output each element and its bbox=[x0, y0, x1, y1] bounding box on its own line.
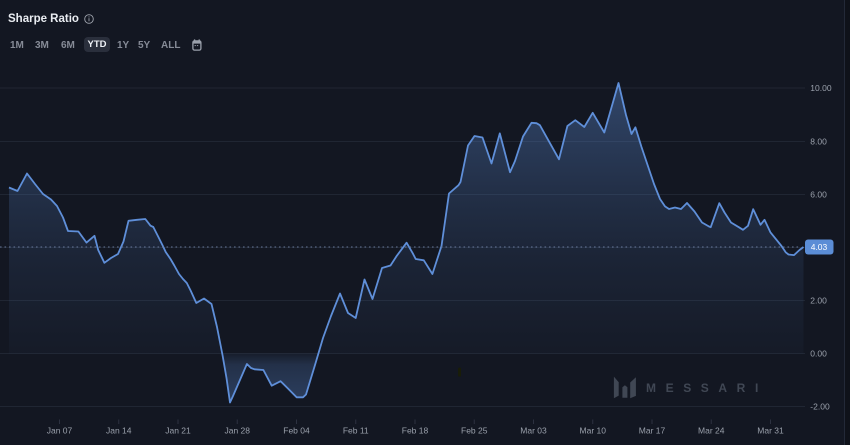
svg-text:2.00: 2.00 bbox=[810, 296, 827, 306]
svg-text:Feb 11: Feb 11 bbox=[343, 426, 369, 436]
svg-text:Jan 21: Jan 21 bbox=[165, 426, 191, 436]
svg-text:-2.00: -2.00 bbox=[810, 402, 830, 412]
svg-text:Feb 18: Feb 18 bbox=[402, 426, 429, 436]
svg-text:10.00: 10.00 bbox=[810, 83, 832, 93]
svg-text:0.00: 0.00 bbox=[810, 349, 827, 359]
svg-text:8.00: 8.00 bbox=[810, 137, 827, 147]
svg-text:Mar 03: Mar 03 bbox=[520, 426, 547, 436]
svg-text:Jan 14: Jan 14 bbox=[106, 426, 132, 436]
svg-text:Jan 07: Jan 07 bbox=[47, 426, 73, 436]
svg-text:Feb 25: Feb 25 bbox=[461, 426, 488, 436]
svg-text:Mar 31: Mar 31 bbox=[757, 426, 784, 436]
svg-text:Mar 24: Mar 24 bbox=[698, 426, 725, 436]
svg-text:MESSARI: MESSARI bbox=[646, 381, 768, 395]
svg-text:Jan 28: Jan 28 bbox=[224, 426, 250, 436]
svg-text:4.03: 4.03 bbox=[811, 242, 828, 252]
svg-text:Feb 04: Feb 04 bbox=[283, 426, 310, 436]
svg-text:6.00: 6.00 bbox=[810, 190, 827, 200]
svg-text:Mar 10: Mar 10 bbox=[580, 426, 607, 436]
svg-text:Mar 17: Mar 17 bbox=[639, 426, 666, 436]
